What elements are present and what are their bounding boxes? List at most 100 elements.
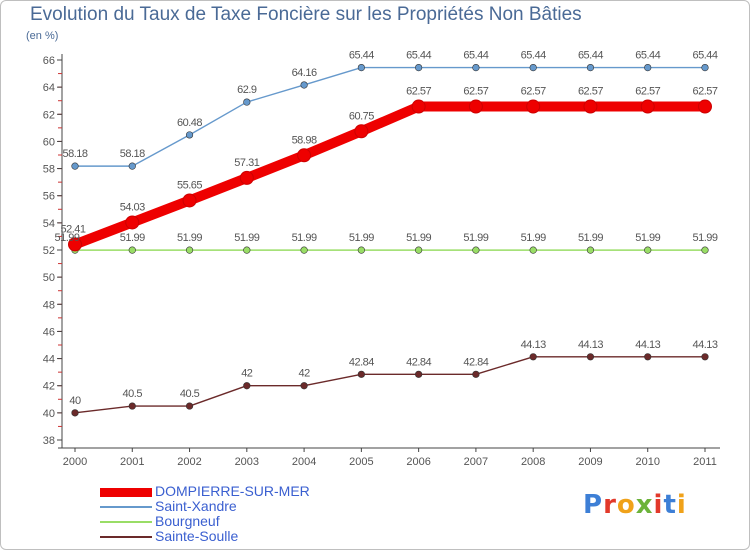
data-label: 51.99 — [692, 232, 717, 244]
data-point — [472, 246, 480, 254]
legend-swatch — [100, 506, 152, 508]
legend-label: DOMPIERRE-SUR-MER — [155, 483, 310, 499]
data-point — [185, 131, 194, 139]
data-point — [701, 353, 709, 361]
data-point — [71, 162, 79, 170]
y-tick-label: 38 — [43, 435, 55, 447]
chart-title: Evolution du Taux de Taxe Foncière sur l… — [30, 4, 582, 25]
logo-letter: r — [603, 490, 617, 520]
data-point — [472, 63, 480, 72]
data-point — [468, 99, 483, 114]
data-label: 51.99 — [635, 232, 660, 244]
data-point — [529, 353, 537, 361]
data-point — [357, 370, 365, 378]
data-point — [239, 170, 254, 185]
x-tick-label: 2008 — [521, 456, 545, 468]
data-point — [698, 99, 712, 114]
data-point — [300, 81, 308, 89]
data-point — [411, 99, 426, 114]
series-line-saint-xandre — [74, 66, 706, 167]
y-tick-label: 52 — [43, 245, 55, 257]
data-label: 44.13 — [692, 339, 717, 351]
data-label: 44.13 — [578, 339, 603, 351]
data-point — [701, 63, 709, 72]
legend-swatch — [100, 521, 152, 523]
series-line-dompierre-sur-mer — [70, 101, 710, 250]
data-label: 42.84 — [406, 356, 431, 368]
x-tick-label: 2003 — [235, 456, 259, 468]
data-point — [472, 370, 480, 378]
data-label: 51.99 — [177, 232, 202, 244]
x-tick-label: 2004 — [292, 456, 316, 468]
data-label: 51.99 — [463, 232, 488, 244]
y-tick-label: 58 — [43, 164, 55, 176]
data-label: 58.98 — [292, 134, 317, 146]
legend-item: Saint-Xandre — [100, 498, 360, 514]
data-label: 60.75 — [349, 110, 374, 122]
data-point — [415, 370, 423, 378]
legend-item: Bourgneuf — [100, 513, 360, 529]
y-tick-label: 56 — [43, 191, 55, 203]
data-label: 44.13 — [521, 339, 546, 351]
y-tick-label: 54 — [43, 218, 55, 230]
data-point — [185, 246, 194, 254]
data-label: 42 — [298, 368, 310, 380]
y-tick-label: 64 — [43, 82, 55, 94]
data-label: 51.99 — [54, 232, 79, 244]
y-tick-label: 40 — [43, 408, 55, 420]
data-point — [640, 99, 655, 114]
data-point — [243, 382, 251, 390]
data-label: 52.41 — [60, 223, 85, 235]
data-label: 62.57 — [692, 86, 717, 98]
data-point — [297, 148, 312, 163]
data-point — [300, 382, 308, 390]
logo-letter: x — [635, 490, 654, 520]
x-tick-label: 2007 — [464, 456, 488, 468]
data-label: 42.84 — [349, 356, 374, 368]
data-point — [243, 246, 251, 254]
data-label: 40.5 — [123, 388, 143, 400]
x-tick-label: 2000 — [63, 456, 87, 468]
data-label: 51.99 — [349, 232, 374, 244]
data-point — [644, 246, 652, 254]
data-point — [125, 215, 140, 230]
legend-label: Saint-Xandre — [155, 498, 237, 514]
x-tick-label: 2006 — [406, 456, 430, 468]
x-tick-label: 2010 — [635, 456, 659, 468]
data-point — [300, 246, 308, 254]
data-label: 60.48 — [177, 117, 202, 129]
logo-letter: t — [663, 490, 677, 520]
data-label: 55.65 — [177, 179, 202, 191]
x-tick-label: 2011 — [693, 456, 717, 468]
legend-label: Bourgneuf — [155, 513, 220, 529]
data-point — [529, 246, 537, 254]
data-point — [415, 246, 423, 254]
legend-swatch — [100, 536, 152, 538]
data-label: 58.18 — [120, 148, 145, 160]
data-label: 65.44 — [635, 50, 660, 62]
y-tick-label: 50 — [43, 272, 55, 284]
data-label: 51.99 — [234, 232, 259, 244]
logo-letter: i — [676, 490, 687, 520]
data-label: 51.99 — [521, 232, 546, 244]
data-point — [586, 246, 595, 254]
data-point — [586, 353, 595, 361]
data-point — [526, 99, 541, 114]
data-label: 51.99 — [120, 232, 145, 244]
data-label: 65.44 — [521, 50, 546, 62]
data-label: 62.9 — [237, 84, 257, 96]
y-axis-unit: (en %) — [26, 30, 59, 42]
data-label: 40 — [69, 395, 81, 407]
data-label: 44.13 — [635, 339, 660, 351]
logo-letter: P — [583, 490, 604, 520]
x-tick-label: 2009 — [578, 456, 602, 468]
data-point — [357, 246, 365, 254]
data-label: 51.99 — [406, 232, 431, 244]
data-label: 65.44 — [463, 50, 488, 62]
data-point — [243, 98, 251, 106]
x-tick-label: 2002 — [177, 456, 201, 468]
series-line-sainte-soulle — [74, 356, 706, 414]
data-point — [128, 402, 136, 410]
data-label: 54.03 — [120, 201, 145, 213]
y-tick-label: 44 — [43, 354, 55, 366]
